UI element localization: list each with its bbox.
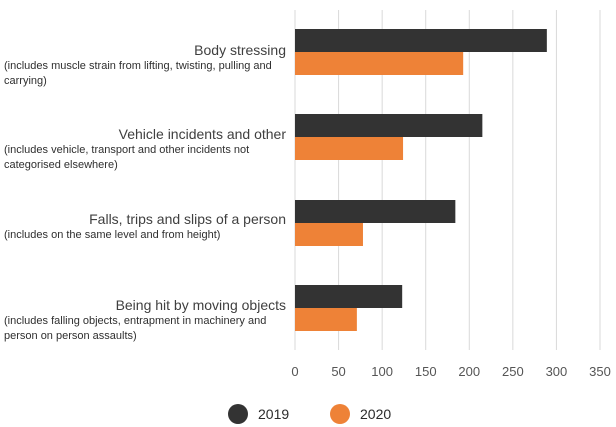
- legend-swatch-2019: [228, 404, 248, 424]
- x-tick-label-250: 250: [502, 364, 524, 379]
- bar-2019-3: [295, 285, 403, 308]
- x-tick-label-200: 200: [458, 364, 480, 379]
- x-tick-label-0: 0: [291, 364, 298, 379]
- legend-swatch-2020: [330, 404, 350, 424]
- bar-2019-0: [295, 29, 547, 52]
- category-name: Being hit by moving objects: [115, 297, 286, 313]
- bar-chart: 0 50 100 150 200 250 300 350: [291, 10, 611, 379]
- category-name: Body stressing: [194, 42, 286, 58]
- legend-item-2020: 2020: [330, 404, 391, 424]
- x-tick-label-150: 150: [415, 364, 437, 379]
- x-tick-label-50: 50: [331, 364, 345, 379]
- category-name: Falls, trips and slips of a person: [89, 211, 286, 227]
- x-tick-label-100: 100: [371, 364, 393, 379]
- bar-2020-1: [295, 137, 404, 160]
- category-note: (includes vehicle, transport and other i…: [4, 144, 250, 171]
- bar-2020-3: [295, 308, 357, 331]
- category-label-2: Falls, trips and slips of a person (inclu…: [4, 211, 286, 243]
- category-name: Vehicle incidents and other: [118, 126, 286, 142]
- legend-label-2019: 2019: [258, 406, 290, 422]
- legend-label-2020: 2020: [360, 406, 392, 422]
- category-label-3: Being hit by moving objects (includes fal…: [4, 297, 286, 344]
- bar-2020-0: [295, 52, 464, 75]
- x-tick-label-300: 300: [546, 364, 568, 379]
- bar-2019-1: [295, 114, 483, 137]
- legend-item-2019: 2019: [228, 404, 289, 424]
- category-note: (includes muscle strain from lifting, tw…: [4, 60, 272, 87]
- x-tick-label-350: 350: [589, 364, 611, 379]
- bar-2019-2: [295, 200, 456, 223]
- legend: 2019 2020: [0, 404, 616, 426]
- bar-2020-2: [295, 223, 363, 246]
- category-label-1: Vehicle incidents and other (includes veh…: [4, 126, 286, 173]
- category-note: (includes falling objects, entrapment in…: [4, 315, 267, 342]
- category-note: (includes on the same level and from hei…: [4, 229, 221, 241]
- category-label-0: Body stressing (includes muscle strain fr…: [4, 42, 286, 89]
